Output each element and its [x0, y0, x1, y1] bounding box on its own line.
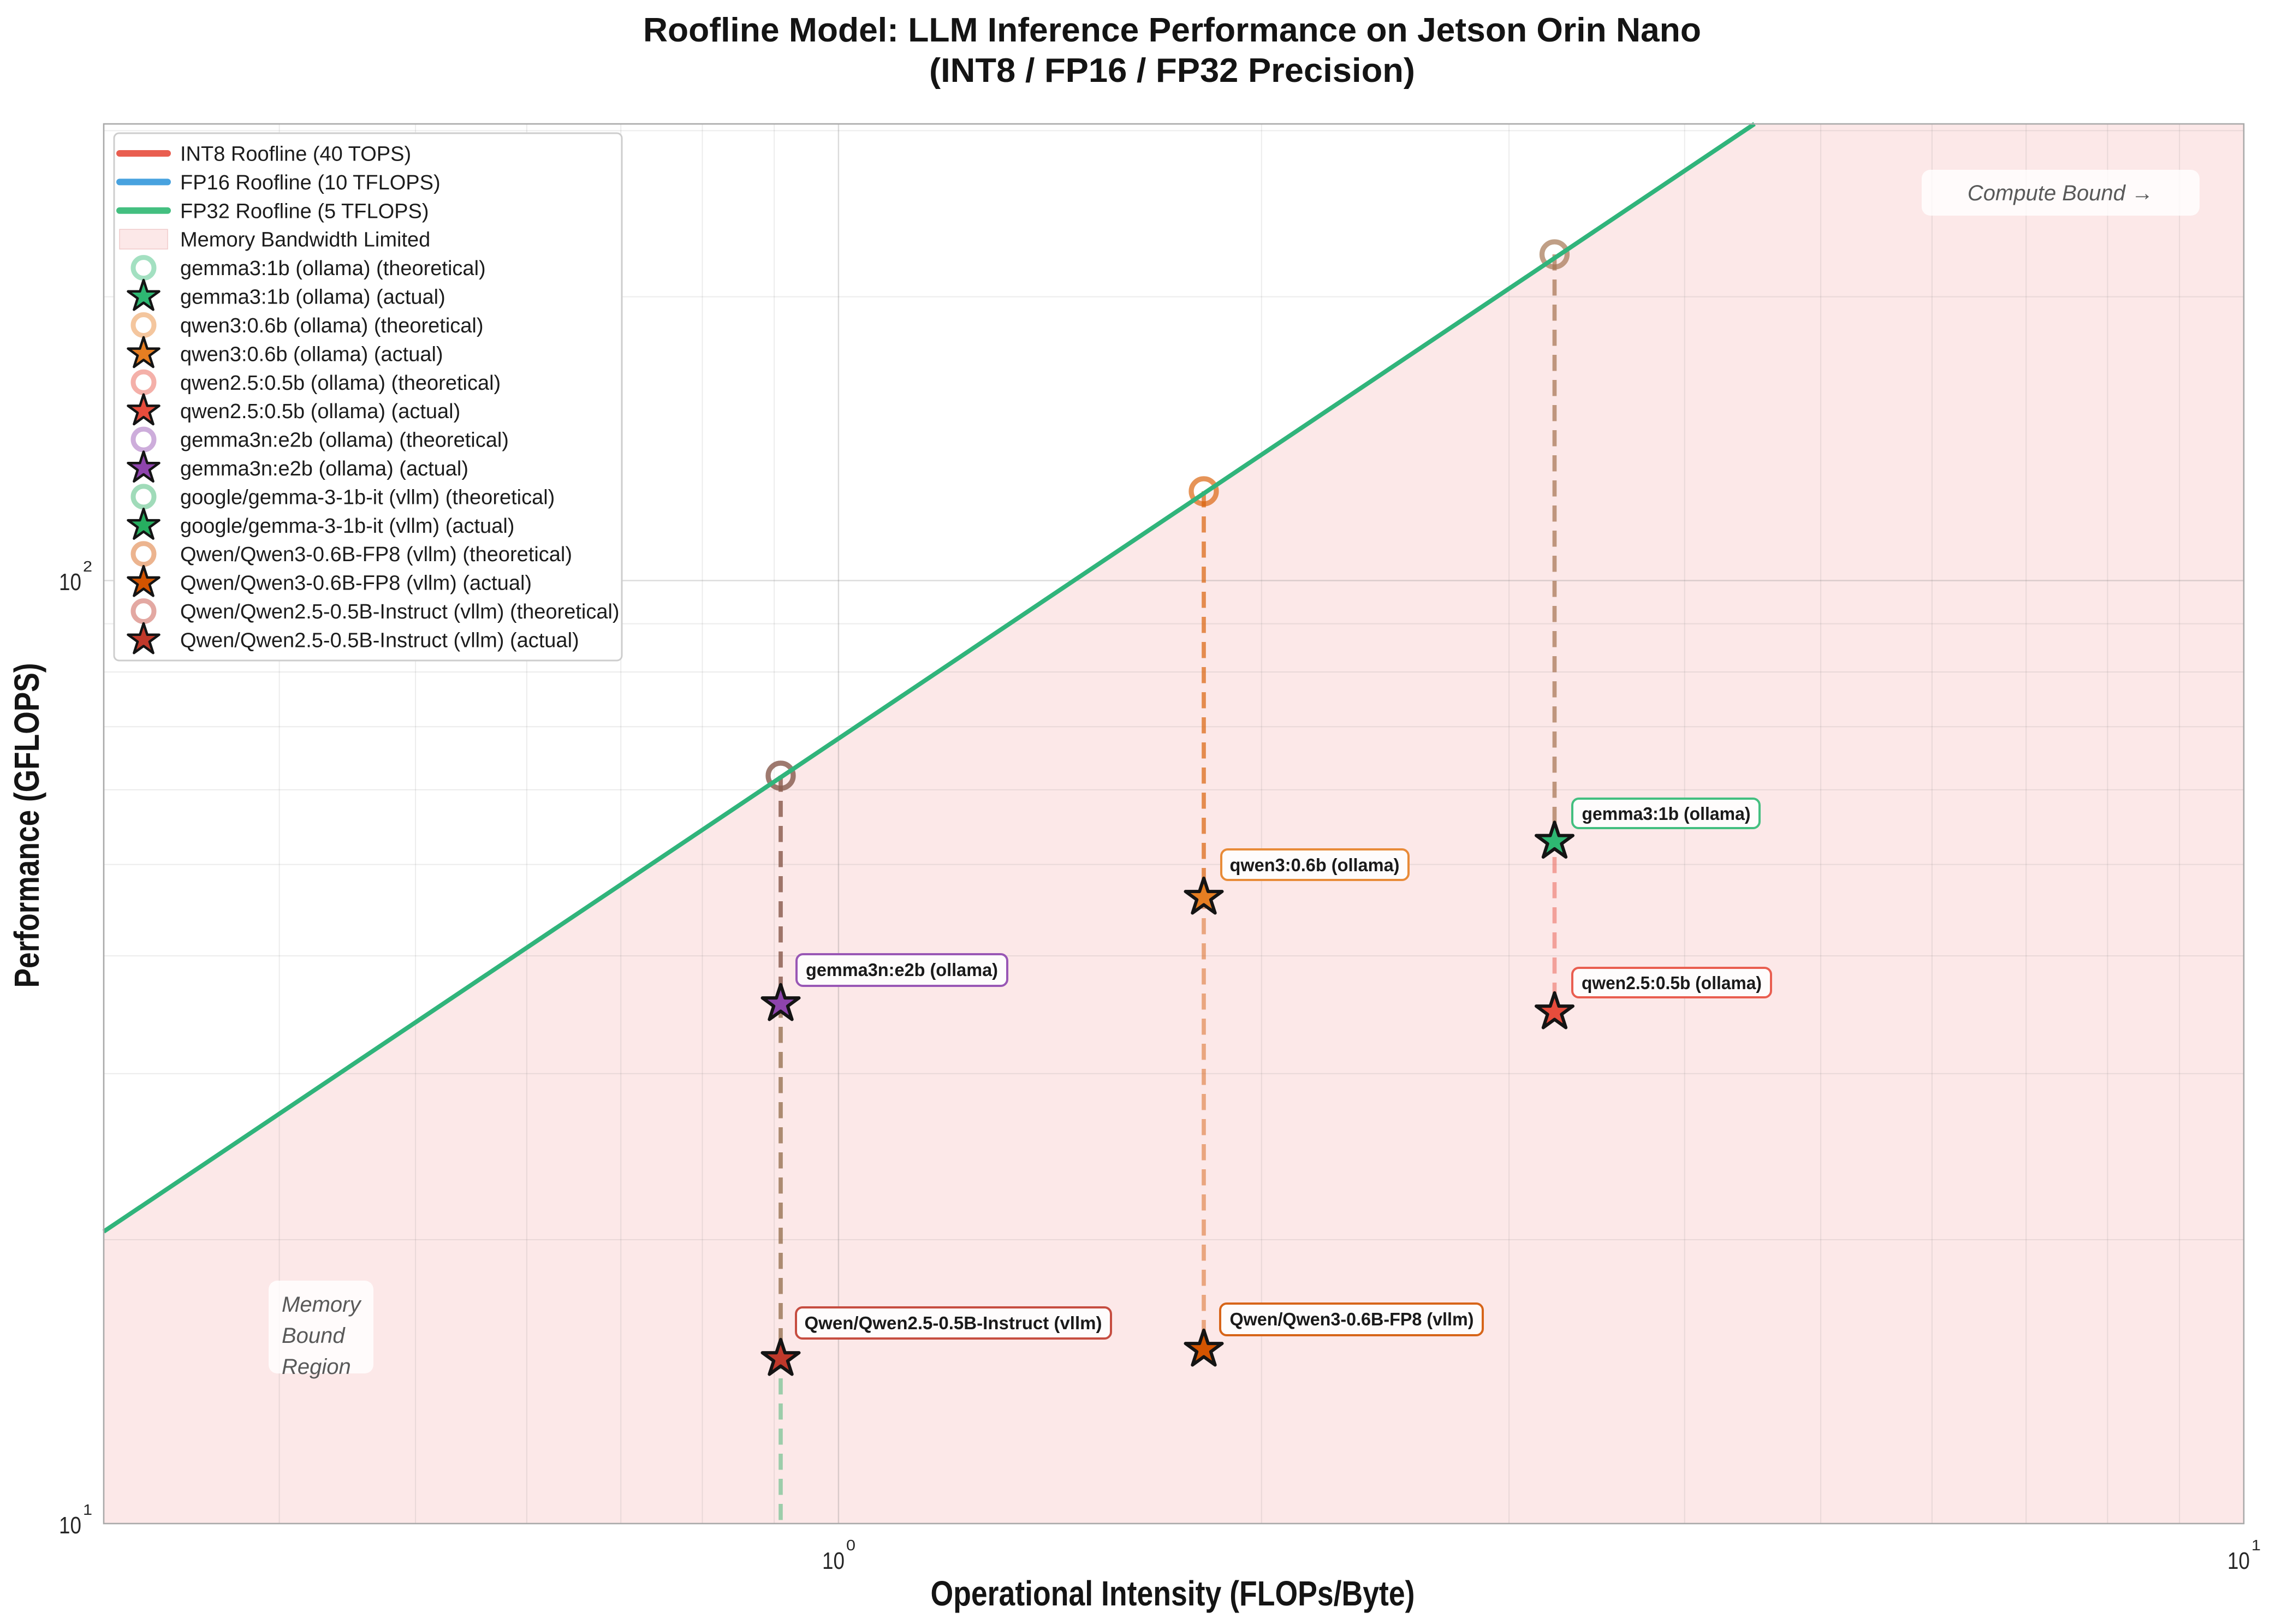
svg-text:Qwen/Qwen3-0.6B-FP8 (vllm): Qwen/Qwen3-0.6B-FP8 (vllm): [1230, 1309, 1474, 1329]
svg-text:Memory Bandwidth Limited: Memory Bandwidth Limited: [180, 229, 430, 252]
svg-text:10: 10: [59, 1512, 81, 1539]
svg-text:Qwen/Qwen3-0.6B-FP8 (vllm) (th: Qwen/Qwen3-0.6B-FP8 (vllm) (theoretical): [180, 543, 572, 566]
svg-text:qwen2.5:0.5b (ollama) (theoret: qwen2.5:0.5b (ollama) (theoretical): [180, 372, 501, 395]
svg-text:FP32 Roofline (5 TFLOPS): FP32 Roofline (5 TFLOPS): [180, 200, 429, 223]
svg-text:(INT8 / FP16 / FP32 Precision): (INT8 / FP16 / FP32 Precision): [929, 52, 1415, 90]
svg-text:Qwen/Qwen2.5-0.5B-Instruct (vl: Qwen/Qwen2.5-0.5B-Instruct (vllm) (actua…: [180, 629, 579, 652]
svg-text:Compute Bound →: Compute Bound →: [1968, 181, 2153, 205]
svg-text:gemma3:1b (ollama): gemma3:1b (ollama): [1582, 804, 1751, 824]
svg-text:google/gemma-3-1b-it (vllm) (t: google/gemma-3-1b-it (vllm) (theoretical…: [180, 486, 555, 509]
svg-text:10: 10: [2227, 1548, 2250, 1574]
svg-text:qwen3:0.6b (ollama): qwen3:0.6b (ollama): [1230, 855, 1400, 875]
svg-text:Operational Intensity (FLOPs/B: Operational Intensity (FLOPs/Byte): [931, 1574, 1415, 1613]
svg-text:10: 10: [59, 569, 81, 596]
svg-text:Roofline Model: LLM Inference: Roofline Model: LLM Inference Performanc…: [643, 11, 1701, 49]
svg-text:Bound: Bound: [282, 1324, 346, 1348]
svg-text:google/gemma-3-1b-it (vllm) (a: google/gemma-3-1b-it (vllm) (actual): [180, 515, 514, 538]
svg-text:gemma3n:e2b (ollama): gemma3n:e2b (ollama): [806, 960, 998, 980]
svg-text:qwen2.5:0.5b (ollama) (actual): qwen2.5:0.5b (ollama) (actual): [180, 400, 460, 423]
svg-text:qwen3:0.6b (ollama) (theoretic: qwen3:0.6b (ollama) (theoretical): [180, 314, 484, 337]
svg-text:gemma3:1b (ollama) (theoretica: gemma3:1b (ollama) (theoretical): [180, 257, 486, 280]
svg-text:gemma3n:e2b (ollama) (theoreti: gemma3n:e2b (ollama) (theoretical): [180, 429, 509, 452]
svg-text:qwen3:0.6b (ollama) (actual): qwen3:0.6b (ollama) (actual): [180, 343, 443, 366]
svg-text:INT8 Roofline (40 TOPS): INT8 Roofline (40 TOPS): [180, 143, 411, 166]
svg-text:0: 0: [846, 1537, 855, 1554]
svg-text:gemma3:1b (ollama) (actual): gemma3:1b (ollama) (actual): [180, 286, 445, 309]
svg-text:1: 1: [2251, 1537, 2261, 1554]
svg-text:1: 1: [83, 1501, 92, 1518]
svg-text:10: 10: [822, 1548, 845, 1574]
svg-text:Memory: Memory: [282, 1293, 362, 1317]
svg-text:Qwen/Qwen2.5-0.5B-Instruct (vl: Qwen/Qwen2.5-0.5B-Instruct (vllm) (theor…: [180, 600, 620, 623]
svg-text:FP16 Roofline (10 TFLOPS): FP16 Roofline (10 TFLOPS): [180, 171, 441, 194]
svg-text:Qwen/Qwen3-0.6B-FP8 (vllm) (ac: Qwen/Qwen3-0.6B-FP8 (vllm) (actual): [180, 572, 532, 595]
svg-text:qwen2.5:0.5b (ollama): qwen2.5:0.5b (ollama): [1582, 973, 1762, 993]
svg-text:Performance (GFLOPS): Performance (GFLOPS): [7, 663, 46, 988]
svg-text:Region: Region: [282, 1355, 351, 1379]
svg-text:gemma3n:e2b (ollama) (actual): gemma3n:e2b (ollama) (actual): [180, 457, 468, 480]
svg-text:Qwen/Qwen2.5-0.5B-Instruct (vl: Qwen/Qwen2.5-0.5B-Instruct (vllm): [805, 1313, 1102, 1333]
svg-text:2: 2: [83, 558, 92, 575]
